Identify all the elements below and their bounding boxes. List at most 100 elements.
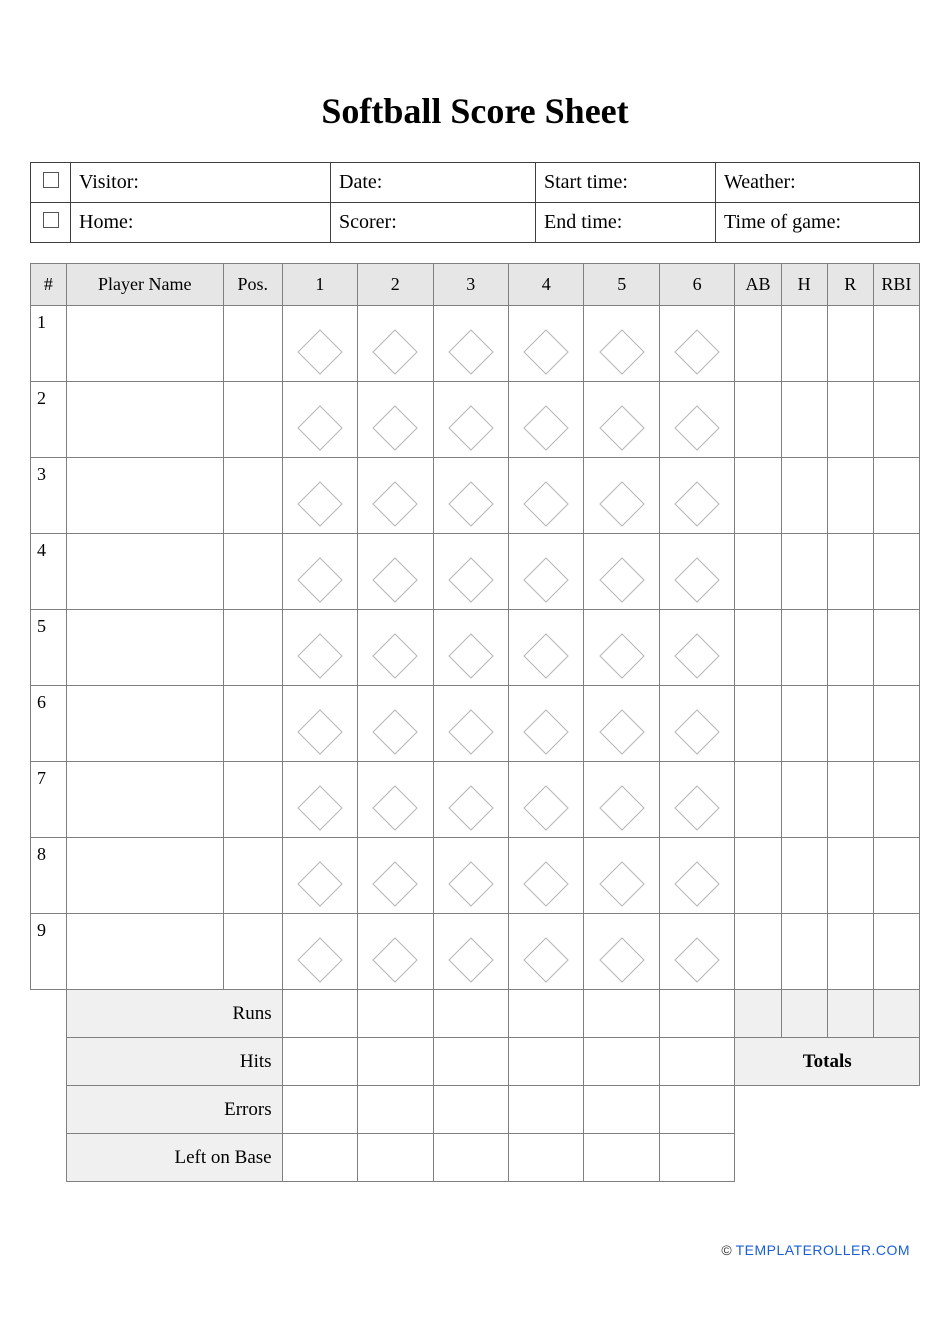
inning-cell[interactable] [282,914,357,990]
inning-cell[interactable] [358,762,433,838]
visitor-checkbox[interactable] [31,163,71,203]
inning-cell[interactable] [433,914,508,990]
inning-cell[interactable] [282,458,357,534]
stat-cell[interactable] [735,686,781,762]
inning-cell[interactable] [358,382,433,458]
summary-inning-cell[interactable] [433,1086,508,1134]
inning-cell[interactable] [358,306,433,382]
player-pos-cell[interactable] [223,610,282,686]
stat-cell[interactable] [827,914,873,990]
inning-cell[interactable] [509,762,584,838]
player-name-cell[interactable] [66,458,223,534]
summary-inning-cell[interactable] [358,1086,433,1134]
player-pos-cell[interactable] [223,306,282,382]
player-name-cell[interactable] [66,610,223,686]
stat-cell[interactable] [781,762,827,838]
inning-cell[interactable] [433,382,508,458]
inning-cell[interactable] [659,534,734,610]
stat-cell[interactable] [873,762,919,838]
inning-cell[interactable] [584,686,659,762]
player-name-cell[interactable] [66,838,223,914]
stat-cell[interactable] [873,838,919,914]
inning-cell[interactable] [584,382,659,458]
inning-cell[interactable] [509,534,584,610]
player-pos-cell[interactable] [223,914,282,990]
stat-cell[interactable] [827,306,873,382]
player-name-cell[interactable] [66,914,223,990]
inning-cell[interactable] [584,762,659,838]
summary-inning-cell[interactable] [433,1134,508,1182]
inning-cell[interactable] [659,914,734,990]
inning-cell[interactable] [282,686,357,762]
stat-cell[interactable] [781,914,827,990]
inning-cell[interactable] [509,382,584,458]
inning-cell[interactable] [659,306,734,382]
stat-cell[interactable] [781,458,827,534]
summary-inning-cell[interactable] [509,1086,584,1134]
summary-inning-cell[interactable] [358,990,433,1038]
stat-cell[interactable] [735,914,781,990]
stat-cell[interactable] [827,382,873,458]
player-pos-cell[interactable] [223,534,282,610]
summary-inning-cell[interactable] [433,990,508,1038]
inning-cell[interactable] [358,914,433,990]
player-name-cell[interactable] [66,762,223,838]
inning-cell[interactable] [659,762,734,838]
inning-cell[interactable] [433,838,508,914]
summary-inning-cell[interactable] [282,1038,357,1086]
runs-stat-cell[interactable] [735,990,781,1038]
player-pos-cell[interactable] [223,686,282,762]
summary-inning-cell[interactable] [584,1038,659,1086]
summary-inning-cell[interactable] [509,990,584,1038]
summary-inning-cell[interactable] [509,1134,584,1182]
stat-cell[interactable] [735,610,781,686]
inning-cell[interactable] [659,382,734,458]
summary-inning-cell[interactable] [659,1134,734,1182]
summary-inning-cell[interactable] [358,1038,433,1086]
stat-cell[interactable] [735,306,781,382]
stat-cell[interactable] [735,838,781,914]
stat-cell[interactable] [735,534,781,610]
stat-cell[interactable] [873,534,919,610]
inning-cell[interactable] [509,838,584,914]
inning-cell[interactable] [584,306,659,382]
inning-cell[interactable] [433,686,508,762]
inning-cell[interactable] [659,458,734,534]
inning-cell[interactable] [509,458,584,534]
stat-cell[interactable] [781,838,827,914]
player-pos-cell[interactable] [223,838,282,914]
stat-cell[interactable] [827,686,873,762]
player-name-cell[interactable] [66,382,223,458]
inning-cell[interactable] [282,306,357,382]
inning-cell[interactable] [282,610,357,686]
summary-inning-cell[interactable] [509,1038,584,1086]
stat-cell[interactable] [873,382,919,458]
summary-inning-cell[interactable] [659,1038,734,1086]
summary-inning-cell[interactable] [584,1086,659,1134]
player-pos-cell[interactable] [223,382,282,458]
inning-cell[interactable] [282,838,357,914]
inning-cell[interactable] [433,762,508,838]
summary-inning-cell[interactable] [433,1038,508,1086]
stat-cell[interactable] [873,458,919,534]
footer-link[interactable]: TEMPLATEROLLER.COM [736,1242,910,1258]
inning-cell[interactable] [584,534,659,610]
stat-cell[interactable] [781,686,827,762]
stat-cell[interactable] [735,762,781,838]
inning-cell[interactable] [509,686,584,762]
inning-cell[interactable] [584,914,659,990]
inning-cell[interactable] [358,458,433,534]
player-pos-cell[interactable] [223,458,282,534]
summary-inning-cell[interactable] [659,1086,734,1134]
player-pos-cell[interactable] [223,762,282,838]
summary-inning-cell[interactable] [282,990,357,1038]
player-name-cell[interactable] [66,686,223,762]
inning-cell[interactable] [358,686,433,762]
summary-inning-cell[interactable] [282,1134,357,1182]
inning-cell[interactable] [433,458,508,534]
home-checkbox[interactable] [31,203,71,243]
inning-cell[interactable] [433,610,508,686]
inning-cell[interactable] [433,534,508,610]
runs-stat-cell[interactable] [873,990,919,1038]
stat-cell[interactable] [873,306,919,382]
